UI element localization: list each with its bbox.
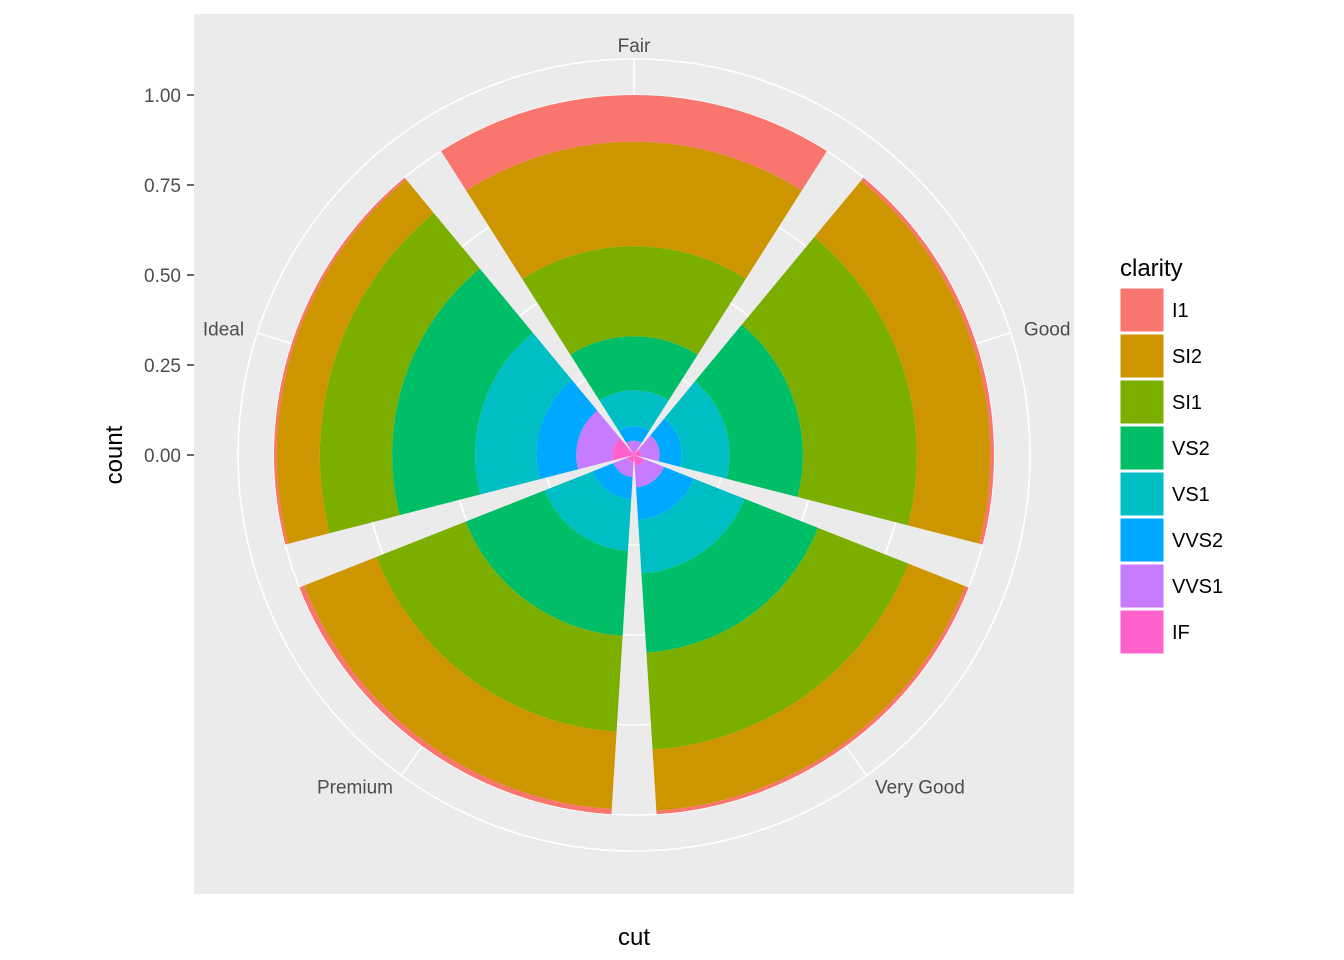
- x-tick-label-very-good: Very Good: [875, 778, 965, 799]
- bar-fair-si2: [466, 141, 802, 279]
- bar-very-good-if: [634, 455, 645, 466]
- x-tick-label-good: Good: [1024, 319, 1070, 340]
- y-tick-label: 0.25: [144, 356, 181, 377]
- bar-good-vvs2: [650, 418, 682, 467]
- bar-good-vs2: [694, 324, 803, 498]
- bar-fair-i1: [441, 94, 827, 191]
- bar-very-good-vs1: [638, 478, 745, 574]
- legend-label-vs2: VS2: [1172, 438, 1210, 460]
- bar-very-good-vs2: [641, 498, 819, 653]
- bar-premium-if: [627, 455, 634, 463]
- legend-key-si1: [1119, 379, 1165, 425]
- bar-ideal-i1: [274, 177, 407, 545]
- bar-fair-if: [632, 451, 636, 455]
- bar-ideal-si2: [276, 179, 434, 544]
- bar-premium-vvs1: [613, 457, 634, 478]
- bar-very-good-si1: [646, 527, 909, 750]
- bar-ideal-vvs2: [536, 379, 598, 480]
- legend-key-vvs1: [1119, 563, 1165, 609]
- y-axis-title: count: [101, 425, 128, 484]
- legend-key-si2: [1119, 333, 1165, 379]
- bar-ideal-vs1: [475, 332, 572, 495]
- legend-label-vvs1: VVS1: [1172, 576, 1223, 598]
- bar-ideal-vvs1: [576, 410, 621, 470]
- y-tick-label: 1.00: [144, 86, 181, 107]
- x-tick-label-fair: Fair: [618, 36, 651, 57]
- bar-premium-vs2: [465, 490, 628, 636]
- bar-fair-si1: [522, 246, 746, 355]
- legend-label-i1: I1: [1172, 300, 1189, 322]
- bar-fair-vvs2: [618, 426, 650, 443]
- legend-label-if: IF: [1172, 622, 1190, 644]
- y-tick-label: 0.75: [144, 176, 181, 197]
- bar-ideal-vs2: [392, 268, 533, 516]
- legend-title: clarity: [1120, 255, 1183, 282]
- bar-premium-vs1: [544, 471, 632, 551]
- bar-good-vvs1: [638, 435, 660, 462]
- y-tick-label: 0.50: [144, 266, 181, 287]
- legend-key-vs1: [1119, 471, 1165, 517]
- bar-good-if: [634, 449, 642, 457]
- legend-key-i1: [1119, 287, 1165, 333]
- bar-very-good-vvs2: [636, 466, 695, 520]
- bar-fair-vs2: [570, 336, 698, 401]
- bar-good-si2: [814, 180, 991, 544]
- x-tick-label-ideal: Ideal: [203, 319, 244, 340]
- bar-good-si1: [741, 237, 917, 526]
- legend-key-if: [1119, 609, 1165, 655]
- bar-very-good-si2: [652, 563, 966, 811]
- x-tick-label-premium: Premium: [317, 778, 393, 799]
- bar-ideal-si1: [319, 212, 480, 534]
- bar-ideal-if: [612, 438, 634, 461]
- bar-very-good-vvs1: [634, 458, 665, 488]
- legend-key-vs2: [1119, 425, 1165, 471]
- legend-label-si1: SI1: [1172, 392, 1202, 414]
- legend-label-si2: SI2: [1172, 346, 1202, 368]
- bar-premium-si2: [304, 557, 617, 810]
- x-axis-title: cut: [618, 924, 650, 951]
- count-axis: 0.00 0.25 0.50 0.75 1.00: [144, 86, 194, 467]
- stacked-bars: [274, 94, 994, 815]
- cut-category-labels: Fair Good Very Good Premium Ideal: [203, 36, 1071, 799]
- legend-label-vvs2: VVS2: [1172, 530, 1223, 552]
- legend-label-vs1: VS1: [1172, 484, 1210, 506]
- legend: clarity I1 SI2 SI1 VS2 VS1 VVS2 VVS1 IF: [1119, 255, 1223, 655]
- bar-fair-vs1: [599, 390, 669, 431]
- bar-premium-vvs2: [592, 463, 633, 500]
- bar-good-i1: [861, 177, 994, 545]
- y-tick-label: 0.00: [144, 446, 181, 467]
- bar-good-vs1: [664, 381, 730, 479]
- bar-premium-si1: [376, 521, 623, 732]
- bar-fair-vvs1: [626, 440, 642, 452]
- legend-key-vvs2: [1119, 517, 1165, 563]
